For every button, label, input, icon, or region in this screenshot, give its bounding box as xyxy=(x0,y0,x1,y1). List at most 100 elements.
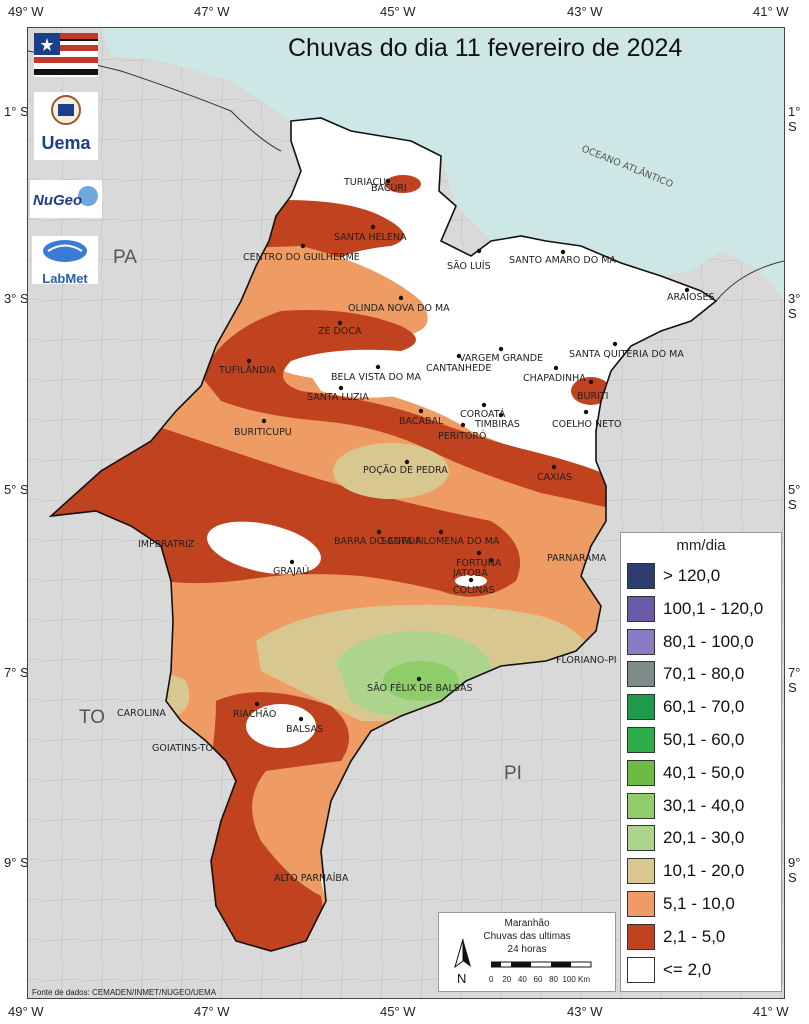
legend-title: mm/dia xyxy=(676,537,726,554)
city-dots xyxy=(246,178,690,722)
lon-tick-bottom: 45° W xyxy=(380,1004,416,1019)
lat-tick-left: 9° S xyxy=(4,855,29,870)
lon-tick-top: 43° W xyxy=(567,4,603,19)
scale-subtitle: Chuvas das ultimas xyxy=(483,931,571,942)
lon-tick-top: 45° W xyxy=(380,4,416,19)
state-label-pa: PA xyxy=(113,247,137,268)
legend-swatch xyxy=(627,956,655,983)
legend-label: > 120,0 xyxy=(663,566,721,585)
lon-tick-bottom: 47° W xyxy=(194,1004,230,1019)
nugeo-globe-icon xyxy=(78,186,98,206)
lat-tick-right: 5° S xyxy=(788,482,801,512)
state-label-to: TO xyxy=(79,707,105,728)
scale-box: Maranhão Chuvas das ultimas 24 horas N 0… xyxy=(438,912,616,992)
scale-title: Maranhão xyxy=(504,918,550,929)
maranhao-flag xyxy=(34,33,98,77)
legend-swatch xyxy=(627,923,655,950)
city-label: ARAIOSES xyxy=(667,292,715,303)
labmet-storm-icon xyxy=(43,240,87,262)
legend-swatch xyxy=(627,792,655,819)
city-label: OLINDA NOVA DO MA xyxy=(348,303,450,314)
legend-label: 80,1 - 100,0 xyxy=(663,631,754,651)
city-label: CAROLINA xyxy=(117,708,166,719)
legend-row: 50,1 - 60,0 xyxy=(627,726,744,754)
city-label: BELA VISTA DO MA xyxy=(331,372,421,383)
ocean xyxy=(28,28,784,301)
data-source: Fonte de dados: CEMADEN/INMET/NUGEO/UEMA xyxy=(32,988,217,997)
legend-swatch xyxy=(627,759,655,786)
state-outline xyxy=(48,117,718,952)
legend-row: 20,1 - 30,0 xyxy=(627,824,744,852)
uema-seal-icon xyxy=(51,95,81,125)
legend-row: 100,1 - 120,0 xyxy=(627,595,763,623)
city-label: ZÉ DOCA xyxy=(318,325,362,337)
city-label: IMPERATRIZ xyxy=(138,539,195,550)
lat-tick-right: 7° S xyxy=(788,665,801,695)
state-label-pi: PI xyxy=(504,763,522,784)
city-label: GOIATINS-TO xyxy=(152,743,213,754)
legend-label: 2,1 - 5,0 xyxy=(663,926,726,946)
city-label: PARNARAMA xyxy=(547,553,607,564)
city-label: GRAJAÚ xyxy=(273,565,309,577)
city-label: RIACHÃO xyxy=(233,709,276,720)
city-label: BURITI xyxy=(577,391,608,402)
scale-ticks: 0 20 40 60 80 100 Km xyxy=(489,975,591,984)
city-label: FORTUNA xyxy=(456,558,502,569)
city-label: BARRA DO CORDA xyxy=(334,536,422,547)
north-label: N xyxy=(457,971,467,986)
city-label: CAXIAS xyxy=(537,472,572,483)
city-labels: TURIAÇU BACURI SANTA HELENA CENTRO DO GU… xyxy=(117,177,715,884)
city-label: SANTO AMARO DO MA xyxy=(509,255,616,266)
legend-label: 100,1 - 120,0 xyxy=(663,598,764,618)
legend-swatch xyxy=(627,891,655,917)
city-label: CANTANHEDE xyxy=(426,363,491,374)
legend-label: 5,1 - 10,0 xyxy=(663,894,735,913)
lat-tick-left: 5° S xyxy=(4,482,29,497)
city-label: TUFILÂNDIA xyxy=(218,364,276,376)
city-label: BACURI xyxy=(371,183,407,194)
legend-label: 50,1 - 60,0 xyxy=(663,730,745,749)
city-label: SANTA LUZIA xyxy=(307,392,369,403)
uema-logo: Uema xyxy=(34,92,98,160)
north-arrow-icon xyxy=(454,939,471,969)
lat-tick-left: 3° S xyxy=(4,291,29,306)
map-title: Chuvas do dia 11 fevereiro de 2024 xyxy=(288,34,683,62)
nugeo-logo: NuGeo xyxy=(30,180,102,218)
legend-label: 40,1 - 50,0 xyxy=(663,762,745,782)
labmet-wordmark: LabMet xyxy=(42,271,88,286)
scale-period: 24 horas xyxy=(507,944,547,955)
legend: mm/dia > 120,0 100,1 - 120,0 80,1 - 100,0 7… xyxy=(620,532,782,992)
legend-row: 40,1 - 50,0 xyxy=(627,759,744,787)
city-label: BACABAL xyxy=(399,416,444,427)
city-label: FLORIANO-PI xyxy=(556,655,617,666)
city-label: CHAPADINHA xyxy=(523,373,586,384)
lon-tick-bottom: 43° W xyxy=(567,1004,603,1019)
lat-tick-left: 7° S xyxy=(4,665,29,680)
city-label: SÃO FÉLIX DE BALSAS xyxy=(367,682,473,694)
legend-label: 60,1 - 70,0 xyxy=(663,697,745,717)
legend-swatch xyxy=(627,858,655,885)
city-label: CENTRO DO GUILHERME xyxy=(243,252,360,263)
lon-tick-top: 49° W xyxy=(8,4,44,19)
legend-swatch xyxy=(627,825,655,852)
legend-swatch xyxy=(627,595,655,622)
lat-tick-right: 3° S xyxy=(788,291,801,321)
legend-row: 70,1 - 80,0 xyxy=(627,660,744,688)
legend-swatch xyxy=(627,628,655,655)
legend-label: 30,1 - 40,0 xyxy=(663,795,745,815)
city-label: SANTA HELENA xyxy=(334,232,407,243)
legend-row: 10,1 - 20,0 xyxy=(627,857,744,885)
lat-tick-right: 1° S xyxy=(788,104,801,134)
legend-row: 5,1 - 10,0 xyxy=(627,890,735,918)
legend-row: 60,1 - 70,0 xyxy=(627,693,744,721)
legend-swatch xyxy=(627,563,655,589)
lat-tick-right: 9° S xyxy=(788,855,801,885)
city-label: JATOBÁ xyxy=(452,567,488,579)
legend-swatch xyxy=(627,694,655,721)
legend-row: 80,1 - 100,0 xyxy=(627,628,754,656)
city-label: COELHO NETO xyxy=(552,419,621,430)
labmet-logo: LabMet xyxy=(32,236,98,286)
legend-swatch xyxy=(627,661,655,688)
legend-label: 10,1 - 20,0 xyxy=(663,861,745,881)
legend-label: <= 2,0 xyxy=(663,959,712,979)
